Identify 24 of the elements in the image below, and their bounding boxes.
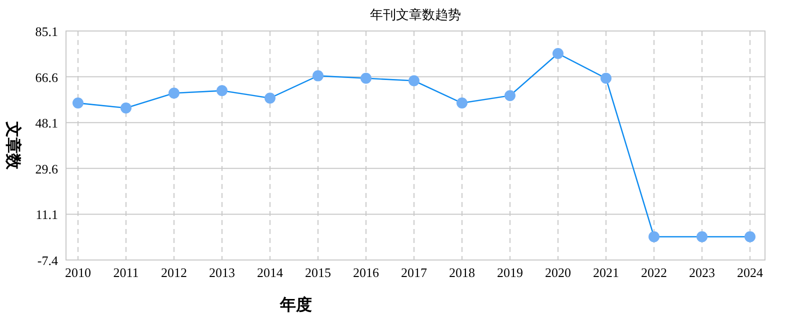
y-axis-title: 文章数 [4,120,22,170]
y-tick-label: 48.1 [35,116,58,131]
x-tick-label: 2013 [209,265,235,280]
x-tick-label: 2020 [545,265,571,280]
y-tick-label: 11.1 [36,207,58,222]
x-tick-label: 2010 [65,265,91,280]
y-tick-label: 66.6 [35,70,58,85]
x-tick-label: 2019 [497,265,523,280]
x-tick-label: 2015 [305,265,331,280]
x-tick-label: 2021 [593,265,619,280]
x-tick-label: 2023 [689,265,715,280]
x-axis-title: 年度 [279,295,312,314]
x-tick-label: 2022 [641,265,667,280]
x-tick-label: 2017 [401,265,428,280]
x-tick-label: 2012 [161,265,187,280]
y-tick-label: -7.4 [37,253,58,268]
y-tick-label: 85.1 [35,24,58,39]
x-tick-label: 2011 [113,265,139,280]
x-tick-label: 2014 [257,265,284,280]
chart-title: 年刊文章数趋势 [370,7,461,22]
x-tick-label: 2016 [353,265,380,280]
x-tick-label: 2018 [449,265,475,280]
y-tick-label: 29.6 [35,161,58,176]
x-tick-label: 2024 [737,265,764,280]
